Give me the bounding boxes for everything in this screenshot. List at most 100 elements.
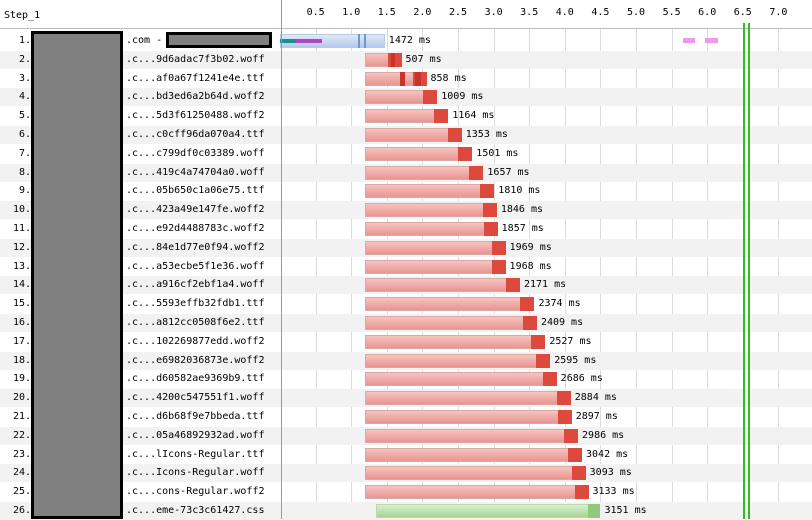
table-row: 25. .c...cons-Regular.woff2 3133 ms — [0, 483, 812, 501]
table-row: 6. .c...c0cff96da070a4.ttf 1353 ms — [0, 126, 812, 144]
duration-label: 2409 ms — [540, 317, 584, 328]
axis-tick-label: 2.5 — [448, 7, 468, 18]
table-row: 4. .c...bd3ed6a2b64d.woff2 1009 ms — [0, 88, 812, 106]
download-segment — [520, 297, 535, 311]
table-row: 26. .c...eme-73c3c61427.css 3151 ms — [0, 502, 812, 520]
grid-line — [422, 29, 423, 519]
request-number: 25. — [12, 486, 31, 497]
download-segment — [491, 260, 506, 274]
request-bar — [365, 391, 571, 405]
request-url: .c...9d6adac7f3b02.woff — [126, 54, 265, 65]
request-number: 6. — [18, 129, 31, 140]
request-url: .c...e6982036873e.woff2 — [126, 355, 265, 366]
axis-tick-label: 1.0 — [342, 7, 361, 18]
axis-tick-label: 4.5 — [591, 7, 610, 18]
request-url: .c...bd3ed6a2b64d.woff2 — [126, 91, 265, 102]
grid-line — [494, 29, 495, 519]
download-segment — [491, 241, 506, 255]
table-row: 13. .c...a53ecbe5f1e36.woff 1968 ms — [0, 258, 812, 276]
request-url: .c...lIcons-Regular.ttf — [126, 449, 265, 460]
request-number: 14. — [12, 279, 31, 290]
request-url: .c...102269877edd.woff2 — [126, 336, 265, 347]
duration-label: 1657 ms — [487, 167, 530, 178]
duration-label: 1968 ms — [509, 261, 552, 272]
request-number: 4. — [18, 91, 31, 102]
axis-tick-label: 6.5 — [733, 7, 752, 18]
download-segment — [480, 184, 495, 198]
table-row: 1. .com - 1472 ms — [0, 32, 812, 50]
download-segment — [482, 203, 497, 217]
grid-line — [672, 29, 673, 519]
request-bar — [365, 203, 497, 217]
duration-label: 1353 ms — [465, 129, 508, 140]
table-row: 11. .c...e92d4488783c.woff2 1857 ms — [0, 220, 812, 238]
download-segment — [522, 316, 537, 330]
download-segment — [531, 335, 546, 349]
column-divider — [281, 0, 282, 519]
download-segment — [391, 53, 396, 67]
request-bar — [365, 297, 535, 311]
download-segment — [483, 222, 498, 236]
request-number: 15. — [12, 298, 31, 309]
request-number: 1. — [18, 35, 31, 46]
request-bar — [365, 410, 572, 424]
duration-label: 1472 ms — [388, 35, 431, 46]
table-row: 23. .c...lIcons-Regular.ttf 3042 ms — [0, 446, 812, 464]
request-bar — [365, 166, 484, 180]
table-row: 17. .c...102269877edd.woff2 2527 ms — [0, 333, 812, 351]
axis-tick-label: 5.0 — [626, 7, 646, 18]
download-chunk — [358, 34, 360, 48]
table-row: 14. .c...a916cf2ebf1a4.woff 2171 ms — [0, 276, 812, 294]
milestone-line — [743, 23, 745, 519]
request-url: .c...5d3f61250488.woff2 — [126, 110, 265, 121]
request-number: 23. — [12, 449, 31, 460]
download-segment — [574, 485, 589, 499]
table-row: 8. .c...419c4a74704a0.woff 1657 ms — [0, 164, 812, 182]
grid-line — [529, 29, 530, 519]
download-segment — [542, 372, 557, 386]
axis-tick-label: 7.0 — [769, 7, 788, 18]
request-url: .c...a916cf2ebf1a4.woff — [126, 279, 265, 290]
request-number: 16. — [12, 317, 31, 328]
axis-tick-label: 3.5 — [520, 7, 539, 18]
table-row: 21. .c...d6b68f9e7bbeda.ttf 2897 ms — [0, 408, 812, 426]
axis-tick-label: 3.0 — [484, 7, 503, 18]
axis-tick-label: 6.0 — [698, 7, 717, 18]
request-url: .c...d60582ae9369b9.ttf — [126, 373, 265, 384]
grid-line — [600, 29, 601, 519]
download-segment — [536, 354, 551, 368]
request-bar — [365, 448, 583, 462]
request-number: 18. — [12, 355, 31, 366]
grid-line — [351, 29, 352, 519]
grid-line — [387, 29, 388, 519]
duration-label: 1009 ms — [441, 91, 484, 102]
request-bar — [365, 184, 495, 198]
request-url: .c...c0cff96da070a4.ttf — [126, 129, 265, 140]
header-divider — [0, 28, 812, 29]
request-bar — [365, 222, 498, 236]
download-segment — [564, 429, 579, 443]
table-row: 9. .c...05b650c1a06e75.ttf 1810 ms — [0, 182, 812, 200]
request-url: .c...d6b68f9e7bbeda.ttf — [126, 411, 265, 422]
duration-label: 2374 ms — [538, 298, 581, 309]
duration-label: 2884 ms — [574, 392, 617, 403]
duration-label: 1846 ms — [500, 204, 544, 215]
milestone-line — [748, 23, 750, 519]
request-url: .c...05a46892932ad.woff — [126, 430, 265, 441]
download-segment — [557, 410, 572, 424]
grid-line — [458, 29, 459, 519]
table-row: 24. .c...Icons-Regular.woff 3093 ms — [0, 464, 812, 482]
request-number: 21. — [12, 411, 31, 422]
duration-label: 2171 ms — [524, 279, 567, 290]
grid-line — [636, 29, 637, 519]
request-bar — [365, 485, 589, 499]
request-number: 17. — [12, 336, 31, 347]
duration-label: 2897 ms — [575, 411, 618, 422]
download-segment — [447, 128, 462, 142]
duration-label: 2686 ms — [560, 373, 603, 384]
request-number: 26. — [12, 505, 31, 516]
duration-label: 1857 ms — [501, 223, 544, 234]
table-row: 5. .c...5d3f61250488.woff2 1164 ms — [0, 107, 812, 125]
download-segment — [506, 278, 520, 292]
ssl-segment — [296, 39, 322, 43]
